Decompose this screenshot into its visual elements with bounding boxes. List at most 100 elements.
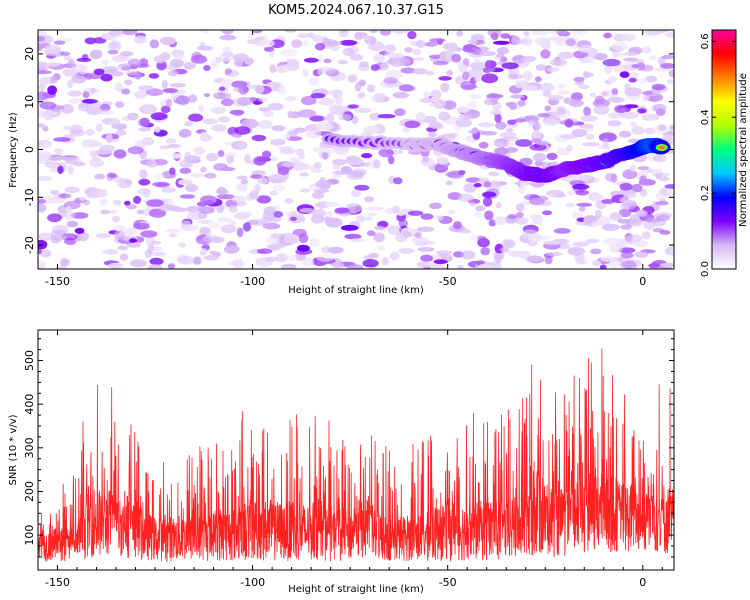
spectrogram-xlabel: Height of straight line (km) [288, 285, 424, 296]
figure-title: KOM5.2024.067.10.37.G15 [268, 3, 444, 18]
spectrogram-noise-blob [69, 129, 86, 137]
spectrogram-noise-blob [160, 36, 176, 46]
spectrogram-noise-blob [483, 181, 492, 188]
spectrogram-noise-blob [210, 107, 227, 114]
spectrogram-noise-blob [125, 227, 137, 236]
spectrogram-noise-blob [38, 176, 53, 181]
spectrogram-noise-blob [270, 190, 278, 196]
spectrogram-ytick-label: -10 [23, 188, 36, 206]
spectrogram-noise-blob [53, 40, 66, 45]
spectrogram-noise-blob [136, 209, 144, 215]
spectrogram-noise-blob [457, 170, 466, 175]
spectrogram-noise-blob [624, 87, 643, 97]
snr-ytick-label: 500 [23, 350, 36, 371]
spectrogram-noise-blob [373, 232, 385, 243]
spectrogram-noise-blob [271, 156, 278, 162]
spectrogram-noise-blob [334, 207, 350, 214]
spectrogram-noise-blob [608, 112, 622, 119]
spectrogram-noise-blob [533, 152, 546, 163]
spectrogram-noise-blob [315, 261, 328, 266]
spectrogram-noise-blob [113, 149, 127, 159]
spectrogram-noise-blob [166, 64, 179, 71]
spectrogram-noise-blob [435, 250, 453, 255]
spectrogram-noise-blob [178, 179, 193, 186]
spectrogram-noise-blob [219, 34, 237, 41]
spectrogram-noise-blob [424, 261, 432, 268]
spectrogram-noise-blob [257, 39, 275, 48]
spectrogram-noise-blob [496, 53, 505, 58]
colorbar: 0.0 0.2 0.4 0.6 Normalized spectral amplitu… [700, 29, 749, 277]
spectrogram-noise-blob [161, 187, 176, 193]
spectrogram-noise-blob [144, 249, 152, 258]
spectrogram-noise-blob [127, 112, 139, 121]
spectrogram-noise-blob [300, 95, 317, 106]
spectrogram-noise-blob [38, 91, 49, 101]
spectrogram-noise-blob [201, 30, 210, 34]
spectrogram-noise-blob [276, 253, 288, 263]
spectrogram-noise-blob [264, 256, 279, 262]
spectrogram-noise-blob [474, 58, 481, 68]
spectrogram-noise-blob [534, 76, 542, 83]
spectrogram-noise-blob [139, 169, 148, 180]
spectrogram-noise-blob [219, 86, 226, 91]
spectrogram-noise-blob [455, 118, 473, 128]
spectrogram-noise-blob [297, 33, 309, 38]
spectrogram-noise-blob [611, 41, 629, 52]
spectrogram-noise-blob [603, 32, 612, 39]
colorbar-ticks: 0.0 0.2 0.4 0.6 [700, 33, 736, 277]
spectrogram-noise-blob [97, 109, 115, 115]
spectrogram-noise-blob [617, 257, 624, 263]
spectrogram-noise-blob [345, 203, 362, 214]
spectrogram-noise-blob [664, 32, 674, 38]
spectrogram-noise-blob [203, 200, 215, 206]
spectrogram-noise-blob [542, 240, 560, 245]
spectrogram-noise-blob [379, 30, 392, 36]
spectrogram-noise-blob [122, 30, 138, 36]
spectrogram-noise-blob [280, 263, 297, 269]
spectrogram-noise-blob [284, 30, 298, 33]
spectrogram-noise-blob [585, 133, 595, 141]
spectrogram-noise-blob [631, 183, 643, 193]
colorbar-gradient [712, 30, 736, 269]
spectrogram-noise-blob [477, 235, 487, 241]
spectrogram-noise-blob [302, 257, 315, 267]
spectrogram-noise-blob [430, 266, 448, 269]
spectrogram-noise-blob [141, 137, 155, 146]
spectrogram-noise-blob [467, 39, 478, 45]
spectrogram-noise-blob [236, 96, 254, 106]
spectrogram-noise-blob [529, 143, 547, 151]
spectrogram-noise-blob [38, 30, 47, 37]
spectrogram-noise-blob [649, 55, 657, 60]
spectrogram-noise-blob [507, 213, 517, 220]
spectrogram-noise-blob [46, 62, 60, 67]
spectrogram-noise-blob [591, 220, 604, 227]
spectrogram-ytick-label: 20 [23, 47, 36, 61]
spectrogram-noise-blob [360, 34, 371, 40]
spectrogram-noise-blob [642, 95, 650, 101]
spectrogram-noise-blob [317, 88, 327, 93]
colorbar-tick-label: 0.2 [700, 185, 711, 201]
spectrogram-noise-blob [666, 188, 673, 198]
spectrogram-noise-blob [63, 210, 76, 220]
spectrogram-noise-blob [609, 212, 623, 221]
spectrogram-noise-blob [184, 151, 191, 160]
spectrogram-noise-blob [91, 157, 103, 162]
spectrogram-noise-blob [68, 98, 83, 104]
spectrogram-noise-blob [38, 199, 47, 204]
spectrogram-noise-blob [38, 151, 52, 160]
spectrogram-noise-blob [100, 209, 111, 215]
spectrogram-noise-blob [400, 67, 416, 74]
spectrogram-noise-blob [539, 82, 555, 92]
spectrogram-ytick-label: 10 [23, 95, 36, 109]
spectrogram-noise-blob [331, 262, 345, 269]
spectrogram-noise-blob [300, 188, 311, 193]
spectrogram-noise-blob [547, 94, 564, 101]
snr-xtick-label: -150 [45, 576, 70, 589]
spectrogram-image [38, 30, 674, 269]
spectrogram-noise-blob [601, 223, 620, 231]
spectrogram-noise-blob [610, 173, 618, 183]
spectrogram-noise-blob [203, 93, 210, 98]
spectrogram-noise-blob [81, 98, 98, 104]
spectrogram-noise-blob [237, 142, 246, 149]
